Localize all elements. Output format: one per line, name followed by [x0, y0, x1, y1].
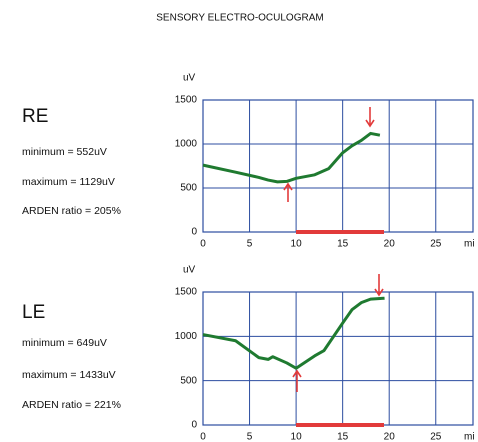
annotation: minimum = 552uV	[22, 146, 107, 158]
y-tick-label: 500	[180, 375, 197, 386]
data-line	[202, 296, 385, 370]
arrow-head	[292, 369, 302, 378]
plot-frame	[202, 99, 474, 233]
annotation: maximum = 1433uV	[22, 369, 116, 381]
y-axis-label: uV	[183, 73, 196, 84]
x-tick-label: 0	[200, 432, 206, 442]
y-tick-label: 500	[180, 183, 197, 194]
x-tick-label: 10	[291, 432, 303, 442]
arrow-head	[283, 182, 293, 191]
eye-label: LE	[22, 302, 45, 323]
annotation: ARDEN ratio = 221%	[22, 399, 121, 411]
x-tick-label: 25	[430, 239, 442, 250]
light-phase	[296, 423, 384, 427]
light-phase	[296, 230, 384, 234]
y-tick-label: 0	[191, 420, 197, 431]
x-tick-label: 10	[291, 239, 303, 250]
y-tick-label: 1000	[175, 139, 198, 150]
x-tick-label: 25	[430, 432, 442, 442]
annotation: ARDEN ratio = 205%	[22, 205, 121, 217]
y-tick-label: 1000	[175, 331, 198, 342]
x-tick-label: 20	[384, 239, 396, 250]
y-tick-label: 0	[191, 227, 197, 238]
eye-label: RE	[22, 106, 48, 127]
data-line	[202, 131, 381, 184]
x-axis-label: mi	[464, 239, 475, 250]
annotation: maximum = 1129uV	[22, 176, 115, 188]
arrow-head	[365, 119, 375, 128]
x-tick-label: 15	[337, 432, 349, 442]
x-axis-label: mi	[464, 432, 475, 442]
report-title: SENSORY ELECTRO-OCULOGRAM	[156, 13, 323, 24]
arrow-head	[374, 288, 384, 297]
x-tick-label: 0	[200, 239, 206, 250]
x-tick-label: 15	[337, 239, 349, 250]
x-tick-label: 5	[247, 432, 253, 442]
annotation: minimum = 649uV	[22, 337, 107, 349]
y-tick-label: 1500	[175, 287, 198, 298]
x-tick-label: 5	[247, 239, 253, 250]
plot-frame	[202, 291, 474, 426]
y-tick-label: 1500	[175, 95, 198, 106]
x-tick-label: 20	[384, 432, 396, 442]
y-axis-label: uV	[183, 265, 196, 276]
